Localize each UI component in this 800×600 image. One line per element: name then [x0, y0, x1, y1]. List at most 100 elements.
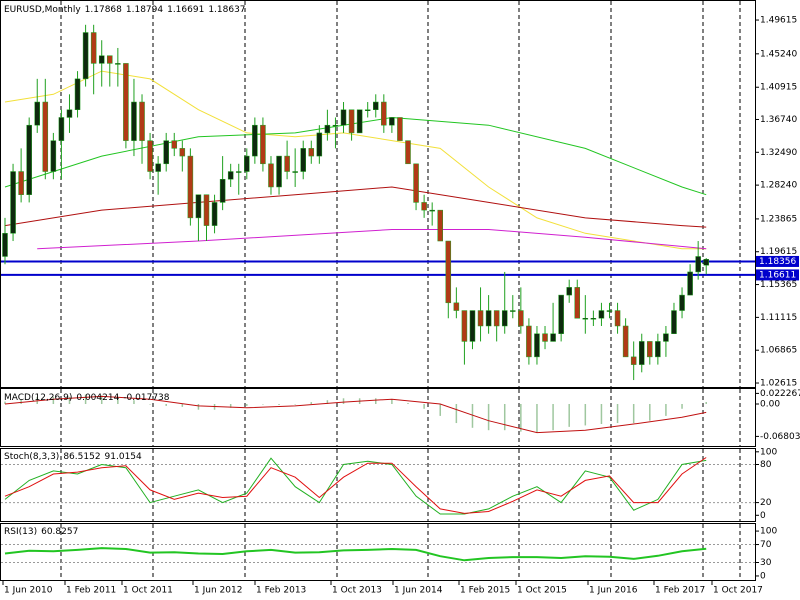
- stoch-pane: [0, 448, 756, 522]
- macd-bar: [391, 399, 393, 404]
- macd-bar: [471, 404, 474, 428]
- macd-bar: [407, 403, 409, 404]
- candle-body: [268, 163, 274, 188]
- candle-body: [582, 318, 589, 320]
- candle-body: [663, 333, 669, 342]
- macd-bar: [262, 404, 264, 405]
- candle-body: [260, 124, 266, 165]
- title-part: 1.18794: [126, 5, 163, 15]
- candle-body: [300, 148, 306, 172]
- macd-bar: [681, 404, 683, 409]
- candle-body: [90, 32, 97, 64]
- macd-bar: [246, 404, 248, 406]
- candle-body: [187, 155, 194, 219]
- indicator-line: [4, 547, 707, 562]
- indicator-line: [4, 457, 707, 515]
- candle-body: [614, 310, 621, 327]
- macd-bar: [520, 404, 522, 432]
- rsi-pane: [0, 523, 756, 581]
- macd-bar: [52, 396, 55, 404]
- candle-body: [389, 117, 395, 126]
- macd-bar: [705, 401, 707, 404]
- candle-body: [244, 155, 250, 172]
- macd-bar: [165, 404, 167, 406]
- y-tick-label: 1.49615: [760, 16, 797, 26]
- candle-body: [381, 101, 387, 126]
- x-tick-label: 1 Feb 2015: [460, 586, 510, 596]
- macd-bar: [375, 398, 377, 404]
- candle-body: [292, 171, 298, 173]
- title-part: 1.17868: [85, 5, 122, 15]
- candle-body: [606, 310, 613, 312]
- macd-bar: [117, 396, 119, 404]
- candle-body: [50, 140, 57, 172]
- pane-title: EURUSD,Monthly 1.17868 1.18794 1.16691 1.186…: [4, 5, 246, 15]
- candle-body: [574, 287, 581, 319]
- candle-body: [171, 140, 178, 149]
- candle-body: [364, 109, 371, 111]
- candle-body: [647, 341, 653, 358]
- y-tick-label: 1.02615: [760, 379, 797, 389]
- x-tick-label: 1 Jun 2012: [194, 586, 242, 596]
- macd-bar: [310, 402, 313, 404]
- macd-bar: [133, 400, 135, 404]
- candle-body: [316, 132, 323, 157]
- candle-body: [235, 171, 242, 173]
- macd-bar: [84, 394, 87, 404]
- macd-signal: [4, 395, 707, 434]
- candle-body: [671, 310, 677, 334]
- y-tick-label: 0: [760, 571, 766, 581]
- y-tick-label: 1.28240: [760, 181, 797, 191]
- y-tick-label: -0.068036: [760, 432, 800, 442]
- candle-body: [340, 109, 347, 126]
- macd-bar: [68, 396, 71, 404]
- macd-bar: [229, 404, 232, 408]
- candle-body: [2, 233, 8, 257]
- price-pane: [0, 0, 756, 388]
- y-tick-label: 30: [760, 558, 772, 568]
- candle-body: [526, 325, 532, 358]
- macd-bar: [100, 395, 103, 404]
- level-label: 1.18356: [759, 257, 796, 267]
- candle-body: [308, 148, 315, 157]
- y-tick-label: 0.00: [760, 400, 780, 410]
- pane-title: MACD(12,26,9) 0.004214 -0.017738: [4, 393, 170, 403]
- candle-body: [421, 202, 427, 211]
- x-tick-label: 1 Feb 2011: [66, 586, 116, 596]
- x-tick-label: 1 Oct 2017: [713, 586, 763, 596]
- pane-title: RSI(13) 60.8257: [4, 527, 78, 537]
- x-tick-label: 1 Jun 2016: [589, 586, 638, 596]
- candle-body: [445, 240, 452, 304]
- x-tick-label: 1 Jun 2014: [394, 586, 443, 596]
- candle-body: [566, 287, 572, 296]
- candle-body: [227, 171, 234, 180]
- y-tick-label: 1.06865: [760, 346, 797, 356]
- candle-body: [590, 318, 597, 320]
- macd-bar: [536, 404, 538, 433]
- candle-body: [493, 310, 500, 327]
- title-part: RSI(13): [4, 527, 37, 537]
- title-part: EURUSD,Monthly: [4, 5, 81, 15]
- macd-bar: [600, 404, 603, 424]
- indicator-line: [4, 457, 707, 514]
- candle-body: [131, 101, 137, 141]
- y-tick-label: 1.19615: [760, 247, 797, 257]
- macd-bar: [568, 404, 570, 427]
- title-part: Stoch(8,3,3): [4, 452, 59, 462]
- y-tick-label: 1.32490: [760, 148, 797, 158]
- macd-bar: [326, 400, 329, 404]
- macd-bar: [181, 404, 184, 407]
- x-tick-label: 1 Jun 2010: [4, 586, 53, 596]
- candle-body: [534, 333, 540, 358]
- x-tick-label: 1 Oct 2015: [517, 586, 567, 596]
- candle-body: [695, 256, 701, 273]
- candle-body: [324, 124, 331, 134]
- candle-body: [429, 209, 435, 212]
- y-tick-label: 0.022267: [760, 389, 800, 399]
- title-part: -0.017738: [123, 393, 169, 403]
- candle-body: [510, 310, 516, 312]
- macd-bar: [503, 404, 506, 431]
- macd-bar: [20, 399, 22, 404]
- candle-body: [558, 294, 564, 334]
